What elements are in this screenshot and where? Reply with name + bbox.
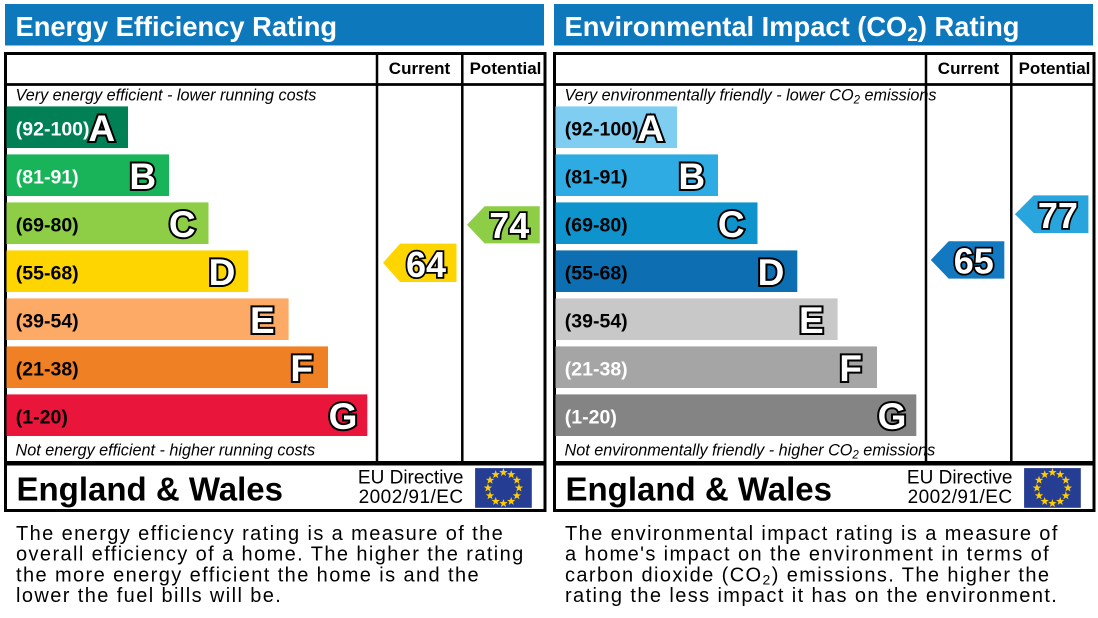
svg-text:G: G [878,396,907,437]
svg-text:A: A [88,108,115,149]
svg-text:77: 77 [1038,195,1078,236]
svg-text:EU Directive: EU Directive [907,468,1013,489]
svg-text:64: 64 [406,244,446,285]
svg-text:2002/91/EC: 2002/91/EC [359,487,464,508]
svg-text:overall efficiency of a home.: overall efficiency of a home. The higher… [16,544,525,566]
svg-text:England & Wales: England & Wales [566,471,832,508]
svg-text:B: B [129,156,156,197]
svg-text:G: G [329,396,358,437]
svg-text:(1-20): (1-20) [565,406,617,428]
svg-text:Potential: Potential [1019,59,1091,78]
svg-text:Energy Efficiency Rating: Energy Efficiency Rating [16,11,338,42]
svg-text:(21-38): (21-38) [565,358,628,380]
svg-text:2002/91/EC: 2002/91/EC [908,487,1013,508]
svg-text:Potential: Potential [470,59,542,78]
svg-text:F: F [839,348,862,389]
svg-text:B: B [678,156,705,197]
svg-text:Environmental Impact (CO2) Rat: Environmental Impact (CO2) Rating [565,11,1020,46]
svg-text:(39-54): (39-54) [565,310,628,332]
svg-text:(21-38): (21-38) [16,358,79,380]
svg-text:England & Wales: England & Wales [17,471,283,508]
svg-text:E: E [250,300,275,341]
svg-text:The energy efficiency rating i: The energy efficiency rating is a measur… [16,523,504,545]
svg-text:(92-100): (92-100) [565,118,639,140]
svg-text:The environmental impact ratin: The environmental impact rating is a mea… [565,523,1059,545]
svg-text:(1-20): (1-20) [16,406,68,428]
svg-text:Not energy efficient - higher: Not energy efficient - higher running co… [16,442,316,460]
svg-text:D: D [209,252,236,293]
svg-text:Not environmentally friendly -: Not environmentally friendly - higher CO… [565,442,936,462]
svg-text:(81-91): (81-91) [16,166,79,188]
svg-text:65: 65 [954,240,994,281]
svg-text:(92-100): (92-100) [16,118,90,140]
svg-text:C: C [169,204,196,245]
svg-text:carbon dioxide (CO2) emissions: carbon dioxide (CO2) emissions. The high… [565,564,1050,587]
svg-text:E: E [799,300,824,341]
svg-text:EU Directive: EU Directive [358,468,464,489]
svg-text:(39-54): (39-54) [16,310,79,332]
svg-text:Very energy efficient - lower: Very energy efficient - lower running co… [16,87,317,105]
svg-text:(69-80): (69-80) [16,214,79,236]
svg-text:C: C [718,204,745,245]
svg-text:the more energy efficient the: the more energy efficient the home is an… [16,564,480,586]
svg-text:Current: Current [389,59,451,78]
svg-text:F: F [290,348,313,389]
svg-text:(69-80): (69-80) [565,214,628,236]
svg-text:Current: Current [938,59,1000,78]
svg-text:rating the less impact it has: rating the less impact it has on the env… [565,585,1058,607]
svg-text:(81-91): (81-91) [565,166,628,188]
svg-text:lower the fuel bills will be.: lower the fuel bills will be. [16,585,282,607]
svg-text:D: D [758,252,785,293]
svg-text:(55-68): (55-68) [565,262,628,284]
svg-text:Very environmentally friendly: Very environmentally friendly - lower CO… [565,87,937,107]
svg-text:A: A [637,108,664,149]
svg-text:(55-68): (55-68) [16,262,79,284]
svg-text:74: 74 [489,205,529,246]
svg-text:a home's impact on the environ: a home's impact on the environment in te… [565,544,1050,566]
